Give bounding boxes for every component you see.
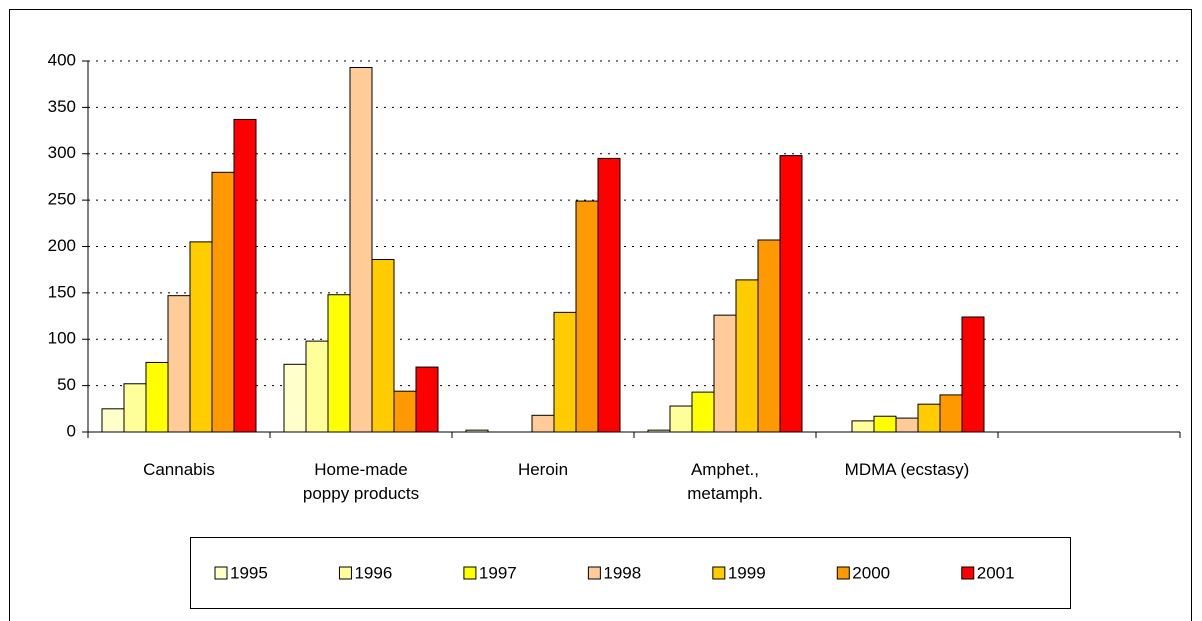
legend-label: 2001: [977, 563, 1015, 582]
bar: [283, 363, 307, 433]
bar: [597, 157, 621, 433]
legend-swatch: [587, 566, 601, 580]
bar: [145, 361, 169, 433]
bar: [713, 314, 737, 433]
legend-swatch: [338, 566, 352, 580]
x-tick-label: Cannabis: [143, 460, 215, 479]
y-tick-label: 100: [48, 329, 76, 348]
legend-label: 2000: [852, 563, 890, 582]
x-tick-label: Amphet., metamph.: [687, 460, 763, 503]
bar: [917, 403, 941, 433]
bar: [735, 279, 759, 433]
y-tick-label: 300: [48, 143, 76, 162]
bar: [757, 239, 781, 433]
legend-box: [190, 537, 1071, 609]
y-tick-label: 250: [48, 190, 76, 209]
legend-label: 1995: [230, 563, 268, 582]
legend-label: 1997: [479, 563, 517, 582]
bar: [939, 394, 963, 433]
y-tick-label: 350: [48, 97, 76, 116]
legend-swatch: [463, 566, 477, 580]
legend-swatch: [836, 566, 850, 580]
legend-label: 1998: [603, 563, 641, 582]
bar: [233, 118, 257, 433]
bar: [189, 241, 213, 433]
y-tick-label: 200: [48, 236, 76, 255]
bar: [851, 420, 875, 433]
y-tick-label: 0: [67, 421, 76, 440]
x-tick-label: MDMA (ecstasy): [844, 460, 970, 479]
legend-label: 1996: [354, 563, 392, 582]
x-tick-label: Home-made poppy products: [302, 460, 420, 503]
bar: [691, 391, 715, 433]
bar: [873, 415, 897, 433]
legend-swatch: [214, 566, 228, 580]
y-tick-label: 400: [48, 50, 76, 69]
bar: [575, 200, 599, 433]
bar: [211, 171, 235, 433]
y-tick-label: 150: [48, 282, 76, 301]
bar: [371, 258, 395, 433]
bar: [305, 340, 329, 433]
bar: [895, 417, 919, 433]
bar: [779, 155, 803, 433]
bar: [553, 311, 577, 433]
bar: [167, 295, 191, 433]
legend-label: 1999: [728, 563, 766, 582]
x-tick-label: Heroin: [517, 460, 569, 479]
bar: [415, 366, 439, 433]
legend-swatch: [961, 566, 975, 580]
bar: [961, 316, 985, 433]
y-tick-label: 50: [57, 375, 76, 394]
legend-swatch: [712, 566, 726, 580]
bar: [349, 66, 373, 433]
bar: [393, 390, 417, 433]
bar: [123, 383, 147, 433]
bar: [327, 294, 351, 433]
bar: [101, 408, 125, 433]
bar: [669, 405, 693, 433]
bar: [531, 414, 555, 433]
